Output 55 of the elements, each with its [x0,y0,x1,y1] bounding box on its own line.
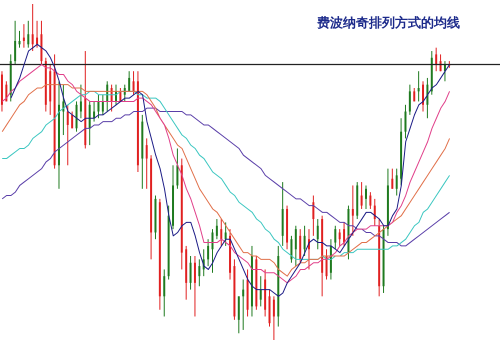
candlestick [76,100,78,132]
candlestick [176,148,178,190]
candlestick [220,218,222,246]
candlestick [32,4,34,52]
candlestick [408,84,411,116]
candlestick [316,218,319,250]
candlestick [343,222,346,246]
candlestick [36,20,38,48]
candlestick [27,20,30,48]
candlestick [396,168,398,196]
candlestick [18,30,21,48]
candlestick [365,184,367,210]
candlestick [360,182,363,210]
candlestick [426,77,428,119]
candlestick [71,111,74,129]
candlestick [198,258,200,287]
candlestick [146,138,148,190]
candlestick [391,168,394,190]
candlestick [404,104,406,139]
candlestick [102,94,104,116]
candlestick [80,84,82,119]
candlestick [194,256,196,317]
candlestick [312,195,314,236]
candlestick [211,228,214,274]
candlestick [128,70,130,92]
candlestick [163,268,166,317]
candlestick [260,276,262,307]
candlestick [190,256,192,290]
candlestick [22,24,25,48]
candlestick [216,218,218,240]
candlestick [224,222,227,246]
candlestick [132,70,135,96]
candlestick [374,198,376,226]
candlestick [418,70,420,102]
candlestick [294,225,297,267]
candlestick [97,94,100,119]
candlestick [369,192,372,210]
candlestick [290,235,292,264]
candlestick [88,100,91,146]
text: 费波纳奇排列方式的均线 [317,14,460,32]
candlestick [352,184,354,236]
candlestick [242,279,244,330]
candlestick [207,238,210,267]
candlestick [413,88,416,102]
candlestick [14,20,16,65]
candlestick [422,80,424,112]
candlestick [5,80,8,102]
candlestick [334,225,336,250]
candlestick [338,228,341,246]
candlestick [435,47,438,72]
candlestick [299,228,302,264]
candlestick [304,225,306,256]
candlestick [272,296,275,340]
candlestick [238,296,240,334]
candlestick [66,104,69,166]
